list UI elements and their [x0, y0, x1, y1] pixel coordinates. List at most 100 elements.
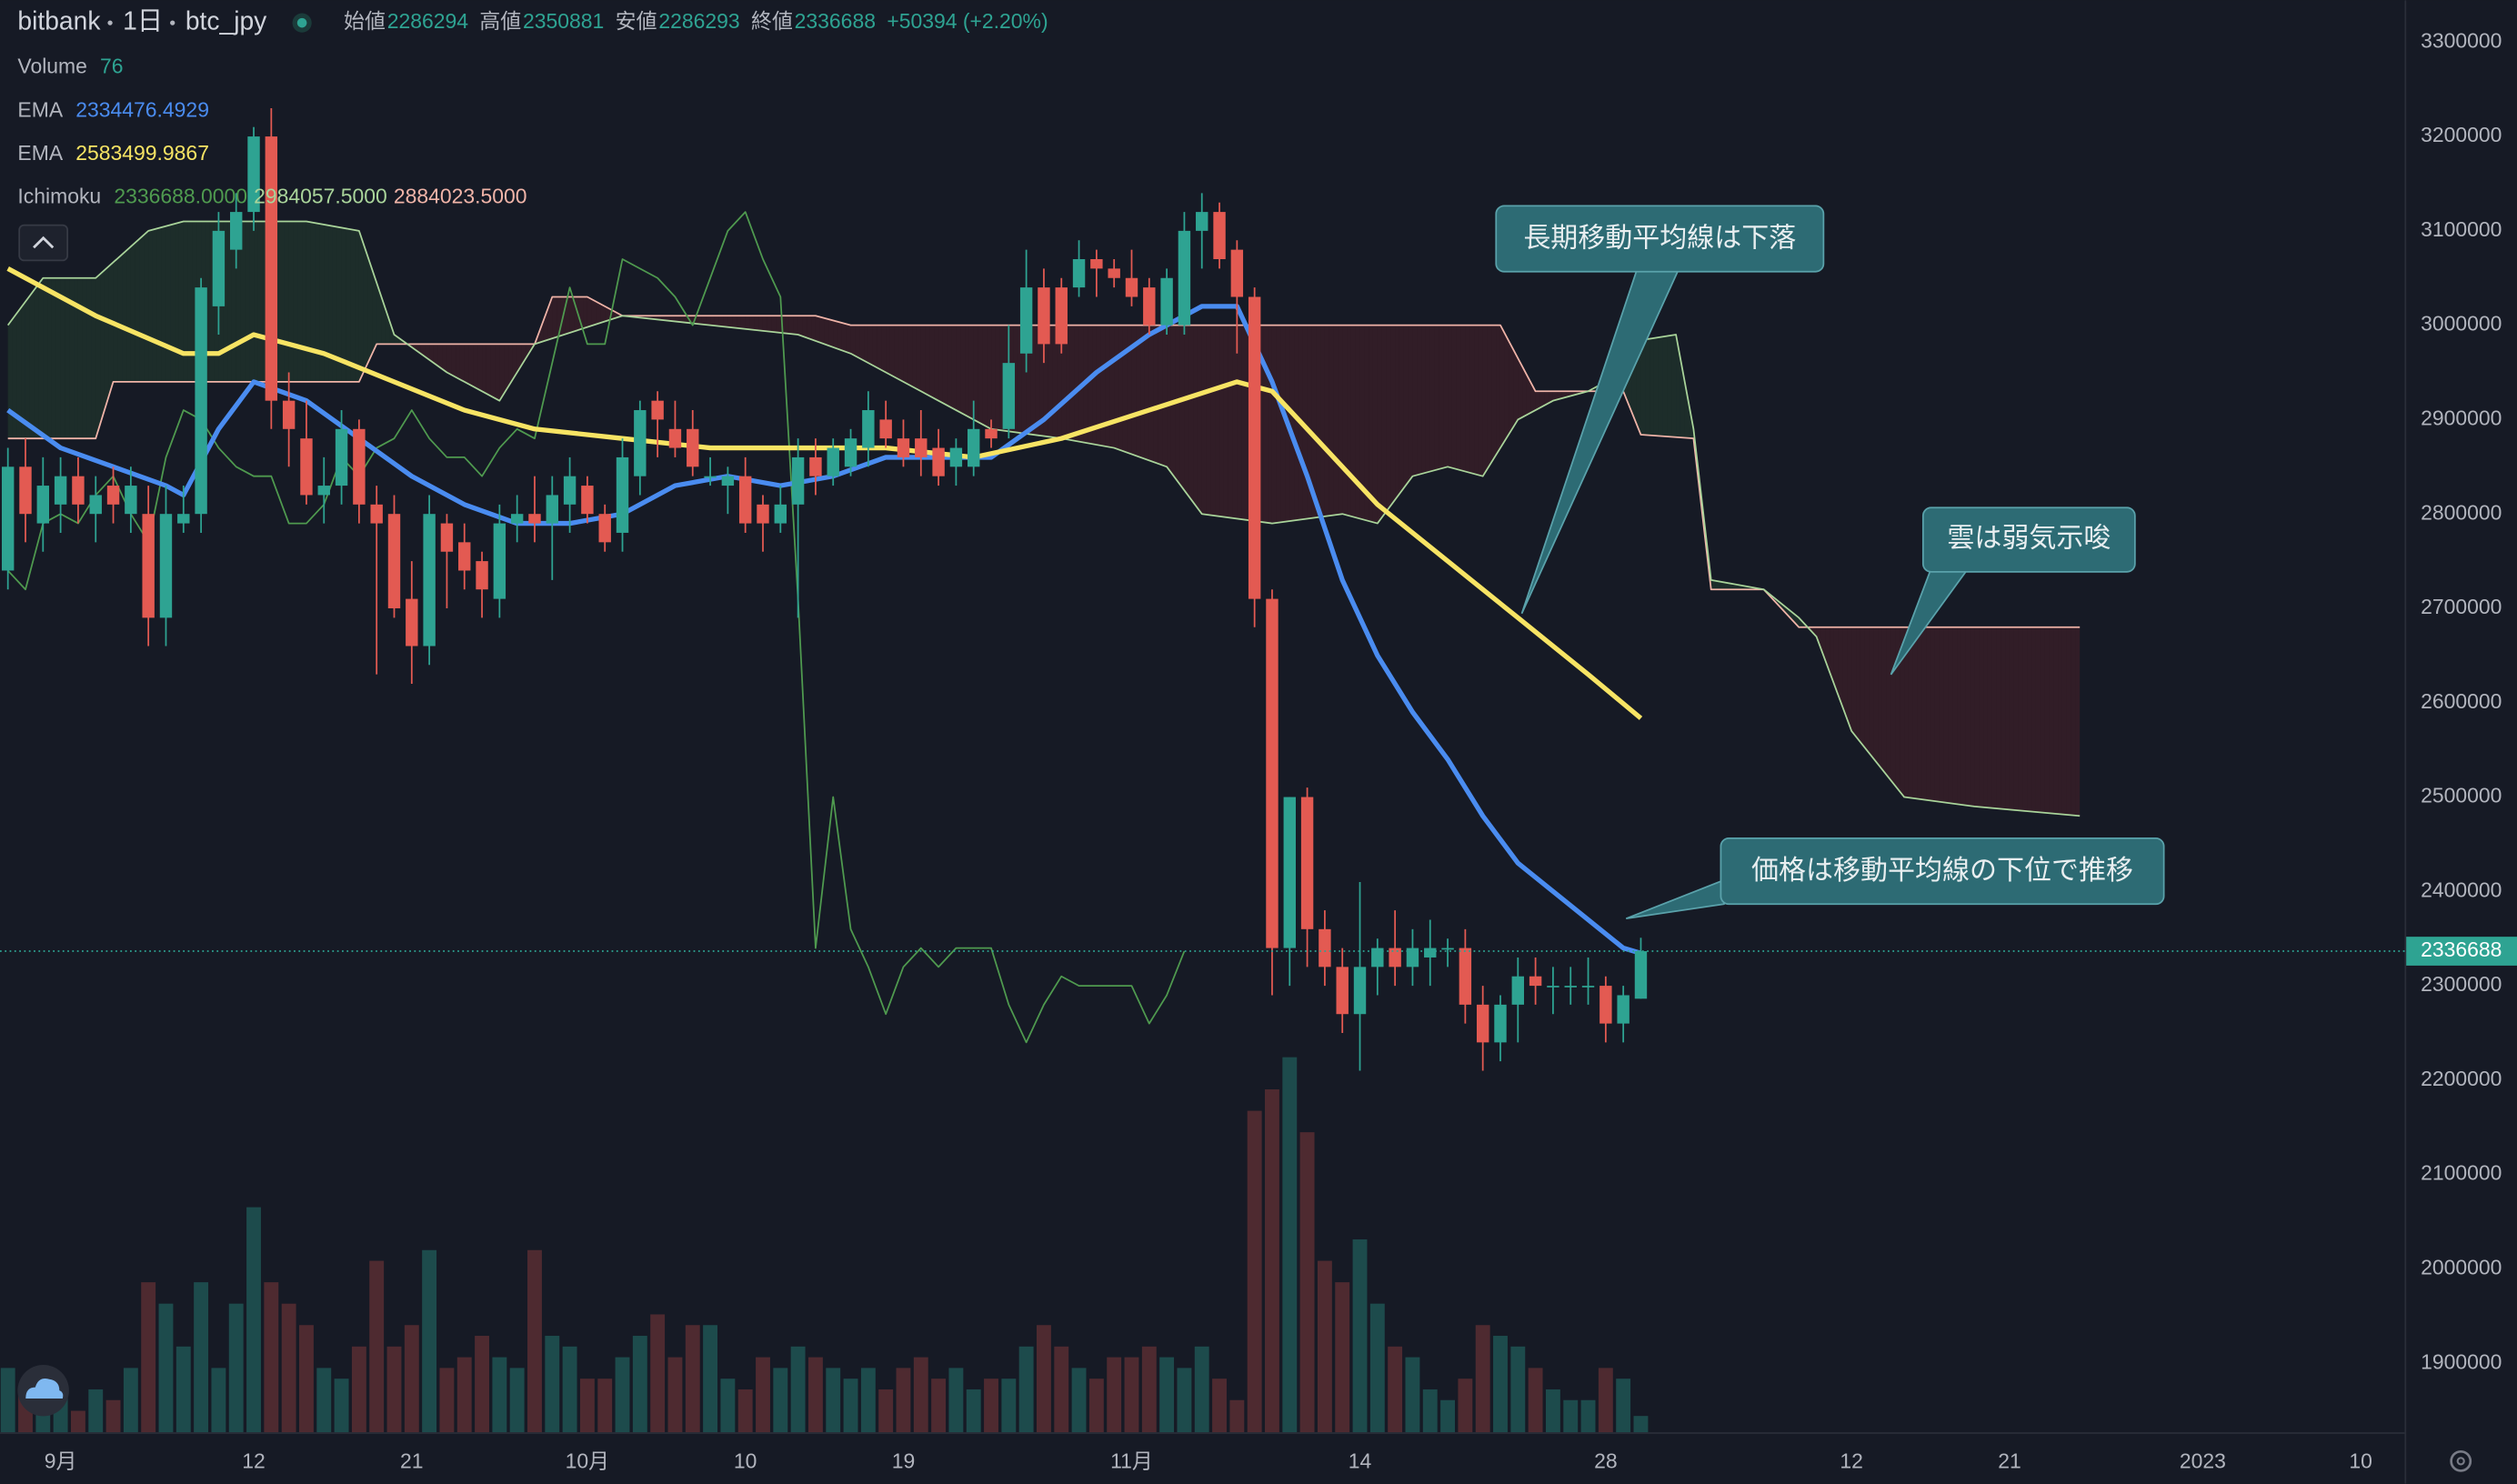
- volume-bar: [1247, 1110, 1262, 1433]
- y-tick-label: 2600000: [2421, 689, 2502, 713]
- cloud-fill: [1439, 325, 1444, 469]
- cloud-fill: [425, 344, 430, 360]
- ohlc-label: 高値: [479, 9, 521, 33]
- x-tick-label: 28: [1594, 1449, 1618, 1473]
- cloud-fill: [1816, 627, 1821, 649]
- y-tick-label: 3300000: [2421, 28, 2502, 52]
- cloud-fill: [797, 316, 803, 336]
- cloud-fill: [1434, 325, 1439, 471]
- candle-body: [968, 428, 980, 467]
- candle-body: [1266, 598, 1279, 948]
- cloud-fill: [161, 226, 166, 382]
- cloud-fill: [328, 225, 333, 382]
- cloud-fill: [1241, 325, 1247, 520]
- cloud-fill: [670, 316, 676, 322]
- cloud-fill: [1074, 325, 1079, 442]
- change: +50394 (+2.20%): [887, 9, 1048, 33]
- cloud-fill: [1162, 325, 1168, 467]
- candle-body: [1125, 277, 1138, 297]
- volume-bar: [1124, 1357, 1139, 1433]
- cloud-fill: [350, 229, 356, 382]
- volume-bar: [756, 1357, 770, 1433]
- cloud-fill: [1482, 325, 1488, 476]
- cloud-fill: [2058, 627, 2062, 815]
- cloud-fill: [526, 344, 531, 358]
- cloud-fill: [811, 316, 816, 341]
- cloud-fill: [1237, 325, 1242, 520]
- cloud-fill: [288, 221, 294, 382]
- cloud-fill: [257, 221, 263, 382]
- settings-button[interactable]: [2450, 1449, 2472, 1472]
- cloud-fill: [2061, 627, 2067, 815]
- collapse-button-box[interactable]: [18, 224, 69, 262]
- logo[interactable]: [17, 1364, 69, 1417]
- cloud-fill: [956, 325, 961, 413]
- volume-bar: [1037, 1325, 1051, 1433]
- cloud-fill: [1720, 581, 1725, 590]
- cloud-fill: [1539, 391, 1545, 408]
- volume-bar: [1159, 1357, 1175, 1433]
- cloud-fill: [1179, 325, 1185, 491]
- volume-bar: [984, 1379, 998, 1433]
- candle-body: [1055, 287, 1068, 345]
- cloud-fill: [459, 344, 465, 382]
- cloud-fill: [495, 344, 500, 401]
- cloud-fill: [279, 221, 285, 382]
- candle-body: [36, 486, 50, 524]
- volume-bar: [334, 1379, 349, 1433]
- cloud-fill: [108, 262, 114, 396]
- candle-body: [687, 428, 699, 467]
- cloud-fill: [1729, 583, 1733, 590]
- candle-body: [879, 419, 892, 439]
- cloud-fill: [1210, 325, 1216, 516]
- cloud-fill: [666, 316, 671, 321]
- cloud-fill: [2071, 627, 2076, 816]
- cloud-fill: [824, 317, 829, 346]
- volume-bar: [597, 1379, 613, 1433]
- cloud-fill: [1316, 325, 1321, 518]
- cloud-fill: [95, 274, 101, 439]
- y-tick-label: 2300000: [2421, 972, 2502, 996]
- cloud-fill: [2049, 627, 2054, 814]
- cloud-fill: [771, 316, 777, 333]
- cloud-fill: [1109, 325, 1115, 448]
- cloud-fill: [512, 344, 517, 380]
- volume-bar: [720, 1379, 736, 1433]
- candle-body: [335, 428, 348, 486]
- cloud-fill: [534, 332, 539, 345]
- volume-bar: [439, 1368, 455, 1433]
- candle-body: [19, 466, 32, 515]
- candle-body: [651, 400, 664, 420]
- volume-bar: [1528, 1368, 1543, 1433]
- candle-body: [1248, 296, 1261, 599]
- volume-bar: [843, 1379, 858, 1433]
- cloud-fill: [1372, 325, 1378, 524]
- cloud-fill: [1268, 325, 1272, 524]
- cloud-fill: [1653, 337, 1659, 436]
- cloud-fill: [473, 344, 478, 389]
- cloud-fill: [1917, 627, 1922, 800]
- cloud-fill: [758, 316, 763, 331]
- volume-bar: [773, 1368, 788, 1433]
- cloud-fill: [1197, 325, 1202, 515]
- cloud-fill: [341, 227, 346, 382]
- cloud-fill: [482, 344, 486, 394]
- candle-body: [634, 410, 647, 476]
- collapse-button[interactable]: [18, 224, 69, 262]
- cloud-fill: [336, 226, 342, 382]
- cloud-fill: [319, 224, 325, 382]
- separator-dot: [107, 20, 113, 25]
- cloud-fill: [2018, 627, 2023, 811]
- cloud-fill: [732, 316, 737, 328]
- cloud-fill: [1934, 627, 1940, 802]
- volume-bar: [123, 1368, 138, 1433]
- volume-bar: [386, 1346, 402, 1433]
- settings-icon[interactable]: [2450, 1449, 2472, 1472]
- cloud-fill: [1355, 325, 1360, 519]
- candle-body: [1072, 258, 1086, 288]
- cloud-fill: [227, 221, 232, 382]
- candle-body: [774, 504, 787, 524]
- cloud-fill: [183, 221, 188, 382]
- cloud-fill: [126, 246, 131, 382]
- cloud-fill: [807, 316, 812, 340]
